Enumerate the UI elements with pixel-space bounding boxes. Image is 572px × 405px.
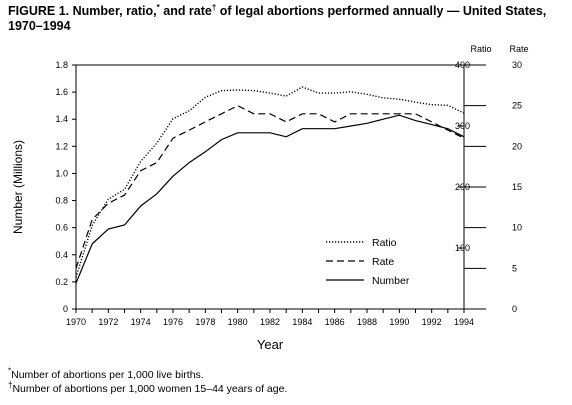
- ratio-tick-label: 300: [455, 121, 470, 131]
- x-tick-label: 1986: [325, 317, 345, 327]
- footnote-rate-text: Number of abortions per 1,000 women 15–4…: [12, 383, 288, 395]
- chart-axes: 0 0.2 0.4 0.6 0.8 1.0 1.2 1.4 1.6 1.8 1970 1972 1974…: [11, 44, 529, 352]
- ratio-tick-label: 200: [455, 182, 470, 192]
- footnote-rate-mark: †: [8, 380, 13, 390]
- y-tick-label: 0.6: [55, 223, 68, 233]
- ratio-tick-label: 400: [455, 60, 470, 70]
- legend-label-rate: Rate: [372, 256, 394, 268]
- footnote-rate: †Number of abortions per 1,000 women 15–…: [8, 380, 288, 396]
- x-tick-label: 1980: [228, 317, 248, 327]
- rate-axis-label: Rate: [509, 44, 528, 54]
- title-ratio-mark: *: [156, 2, 160, 12]
- series-line-ratio: [75, 86, 465, 278]
- chart-legend: Ratio Rate Number: [326, 237, 410, 287]
- rate-tick-label: 20: [512, 141, 522, 151]
- y-tick-label: 0.2: [55, 277, 68, 287]
- legend-label-ratio: Ratio: [372, 237, 397, 249]
- legend-label-number: Number: [372, 275, 410, 287]
- x-axis-title: Year: [257, 337, 284, 352]
- x-tick-label: 1970: [66, 317, 86, 327]
- x-tick-label: 1982: [260, 317, 280, 327]
- y-tick-label: 0: [63, 304, 68, 314]
- rate-tick-label: 0: [512, 304, 517, 314]
- y-tick-label: 1.6: [55, 87, 68, 97]
- x-tick-label: 1984: [292, 317, 312, 327]
- title-part-1: FIGURE 1. Number, ratio,: [8, 4, 157, 18]
- y-tick-label: 1.2: [55, 141, 68, 151]
- footnotes: *Number of abortions per 1,000 live birt…: [8, 366, 288, 396]
- title-part-3: of legal abortions performed annually — …: [8, 4, 547, 33]
- footnote-ratio: *Number of abortions per 1,000 live birt…: [8, 366, 287, 382]
- ratio-tick-label: 100: [455, 243, 470, 253]
- x-tick-label: 1994: [454, 317, 474, 327]
- y-axis-title: Number (Millions): [11, 140, 25, 234]
- title-rate-mark: †: [211, 2, 217, 12]
- x-tick-label: 1972: [98, 317, 118, 327]
- rate-tick-label: 15: [512, 182, 522, 192]
- ratio-axis-label: Ratio: [470, 44, 491, 54]
- series-line-number: [75, 114, 465, 284]
- x-tick-label: 1976: [163, 317, 183, 327]
- series-line-rate: [75, 105, 465, 269]
- x-tick-label: 1992: [422, 317, 442, 327]
- x-tick-label: 1978: [195, 317, 215, 327]
- figure-title: FIGURE 1. Number, ratio,* and rate† of l…: [8, 2, 564, 34]
- x-tick-label: 1990: [389, 317, 409, 327]
- rate-tick-label: 10: [512, 223, 522, 233]
- footnote-ratio-text: Number of abortions per 1,000 live birth…: [11, 369, 204, 381]
- title-part-2: and rate: [159, 4, 212, 18]
- rate-tick-label: 25: [512, 101, 522, 111]
- y-tick-label: 1.4: [55, 114, 68, 124]
- plot-frame: [75, 64, 465, 310]
- y-tick-label: 0.8: [55, 196, 68, 206]
- x-tick-label: 1988: [357, 317, 377, 327]
- y-tick-label: 0.4: [55, 250, 68, 260]
- x-tick-label: 1974: [131, 317, 151, 327]
- rate-tick-label: 5: [512, 263, 517, 273]
- chart-lines: [75, 86, 465, 284]
- footnote-ratio-mark: *: [8, 366, 12, 376]
- y-tick-label: 1.0: [55, 168, 68, 178]
- rate-tick-label: 30: [512, 60, 522, 70]
- y-tick-label: 1.8: [55, 60, 68, 70]
